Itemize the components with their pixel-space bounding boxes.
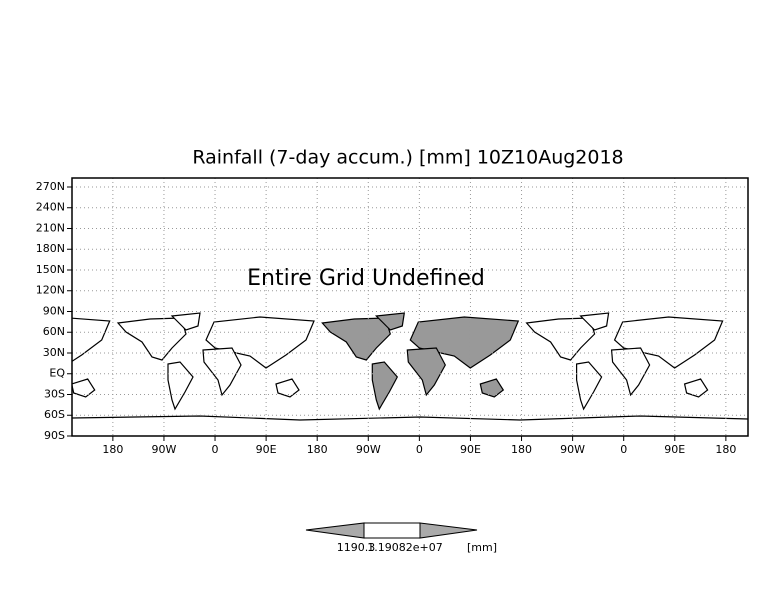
x-tick-label: 90E bbox=[460, 443, 481, 456]
y-tick-label: 210N bbox=[36, 221, 65, 234]
x-tick-label: 90W bbox=[152, 443, 177, 456]
y-tick-label: 150N bbox=[36, 263, 65, 276]
y-tick-label: 60N bbox=[43, 325, 65, 338]
colorbar bbox=[305, 522, 478, 539]
colorbar-label: 1190.3 bbox=[337, 541, 376, 554]
y-tick-label: 30N bbox=[43, 346, 65, 359]
chart-title: Rainfall (7-day accum.) [mm] 10Z10Aug201… bbox=[192, 147, 623, 169]
x-tick-label: 180 bbox=[715, 443, 736, 456]
y-tick-label: 60S bbox=[44, 408, 65, 421]
annotation: Entire Grid Undefined bbox=[247, 266, 485, 291]
x-tick-label: 0 bbox=[212, 443, 219, 456]
x-tick-label: 90W bbox=[356, 443, 381, 456]
y-tick-label: 240N bbox=[36, 201, 65, 214]
colorbar-units: [mm] bbox=[467, 541, 497, 554]
continents bbox=[72, 312, 748, 421]
y-tick-label: 270N bbox=[36, 180, 65, 193]
y-tick-label: 120N bbox=[36, 284, 65, 297]
y-tick-label: EQ bbox=[49, 367, 65, 380]
x-tick-label: 180 bbox=[102, 443, 123, 456]
y-tick-label: 30S bbox=[44, 387, 65, 400]
y-tick-label: 90N bbox=[43, 304, 65, 317]
colorbar-label: 1.19082e+07 bbox=[367, 541, 442, 554]
y-tick-label: 90S bbox=[44, 429, 65, 442]
x-tick-label: 0 bbox=[620, 443, 627, 456]
plot-frame bbox=[71, 177, 749, 437]
x-tick-label: 90E bbox=[664, 443, 685, 456]
x-tick-label: 180 bbox=[511, 443, 532, 456]
x-tick-label: 90E bbox=[256, 443, 277, 456]
x-tick-label: 180 bbox=[307, 443, 328, 456]
x-tick-label: 90W bbox=[560, 443, 585, 456]
x-tick-label: 0 bbox=[416, 443, 423, 456]
y-tick-label: 180N bbox=[36, 242, 65, 255]
